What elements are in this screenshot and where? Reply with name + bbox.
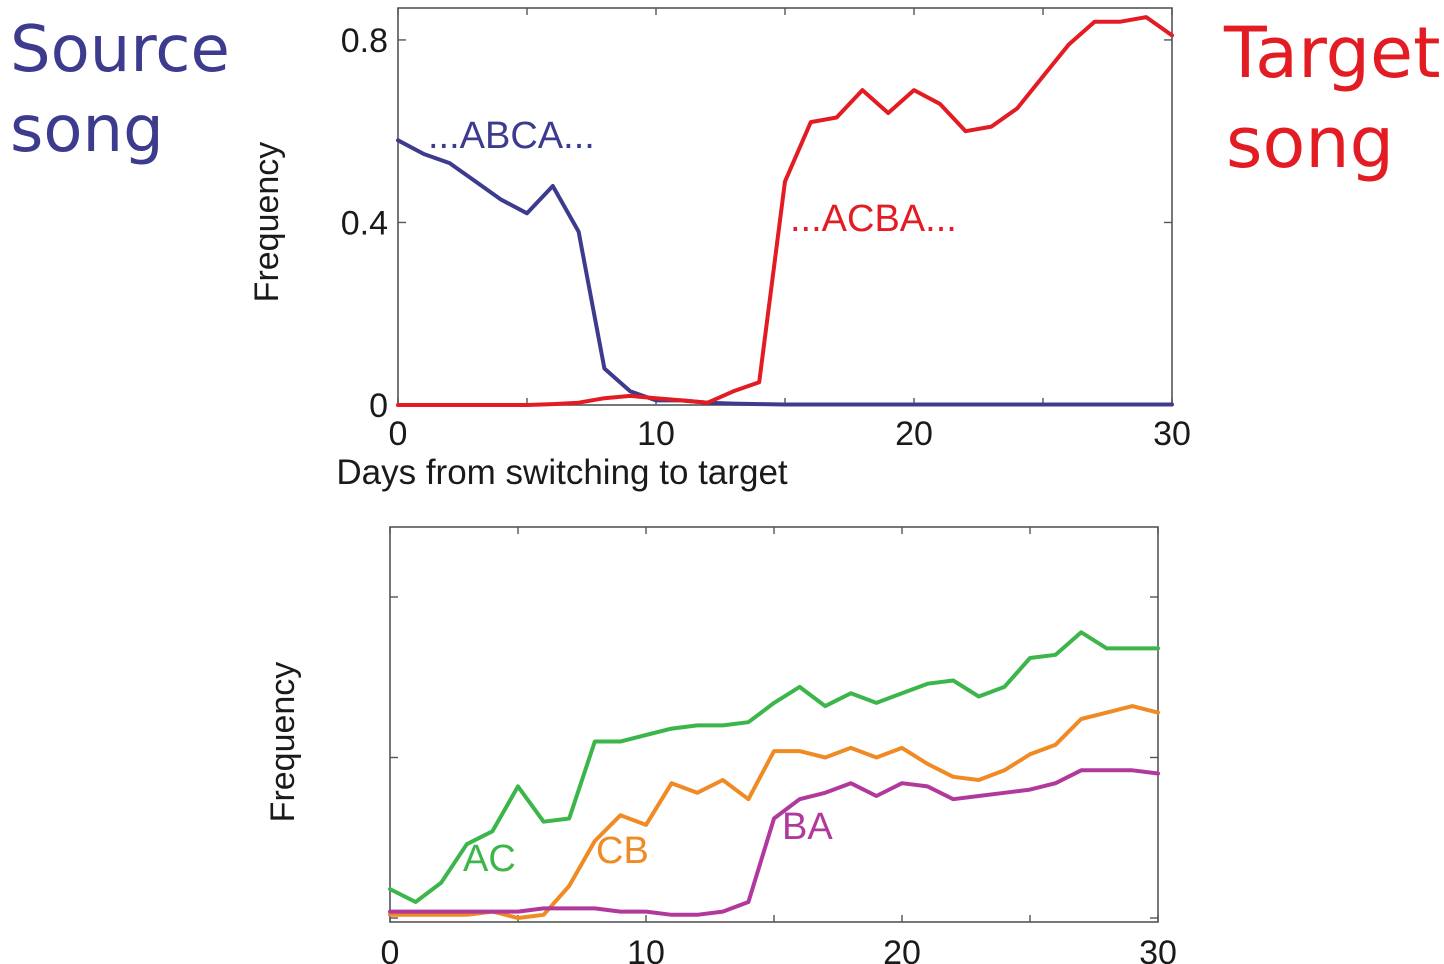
series-line-cb	[388, 704, 1160, 920]
series-label-acba: ...ACBA...	[790, 198, 957, 240]
y-tick-label: 0.8	[341, 22, 388, 60]
chart-2: 0 10 20 30 Frequency AC CB BA	[264, 526, 1177, 964]
series-line-ba	[388, 768, 1160, 917]
series-line-ac	[388, 630, 1160, 904]
x-tick-label: 20	[895, 415, 933, 453]
x-tick-label: 10	[627, 934, 665, 964]
x-tick-label: 20	[883, 934, 921, 964]
series-label-abca: ...ABCA...	[428, 115, 595, 157]
x-axis-label: Days from switching to target	[336, 453, 788, 492]
y-axis-label: Frequency	[264, 662, 302, 823]
x-tick-label: 10	[637, 415, 675, 453]
target-song-label-line2: song	[1226, 102, 1395, 184]
source-song-label-line2: song	[10, 93, 164, 167]
target-song-label-line1: Target	[1224, 12, 1441, 94]
x-tick-label: 0	[389, 415, 408, 453]
chart-1: 0 10 20 30 0 0.4 0.8 Frequency Days from switchi…	[248, 7, 1191, 492]
source-song-label-line1: Source	[10, 13, 230, 87]
series-label-cb: CB	[596, 830, 649, 872]
y-axis-label: Frequency	[248, 142, 286, 303]
y-tick-label: 0.4	[341, 204, 388, 242]
series-line-acba	[396, 15, 1174, 407]
x-tick-label: 0	[381, 934, 400, 964]
x-tick-label: 30	[1153, 415, 1191, 453]
series-line-abca	[396, 138, 1174, 407]
y-tick-label: 0	[369, 387, 388, 425]
series-label-ba: BA	[782, 806, 833, 848]
x-tick-label: 30	[1139, 934, 1177, 964]
series-label-ac: AC	[463, 838, 516, 880]
